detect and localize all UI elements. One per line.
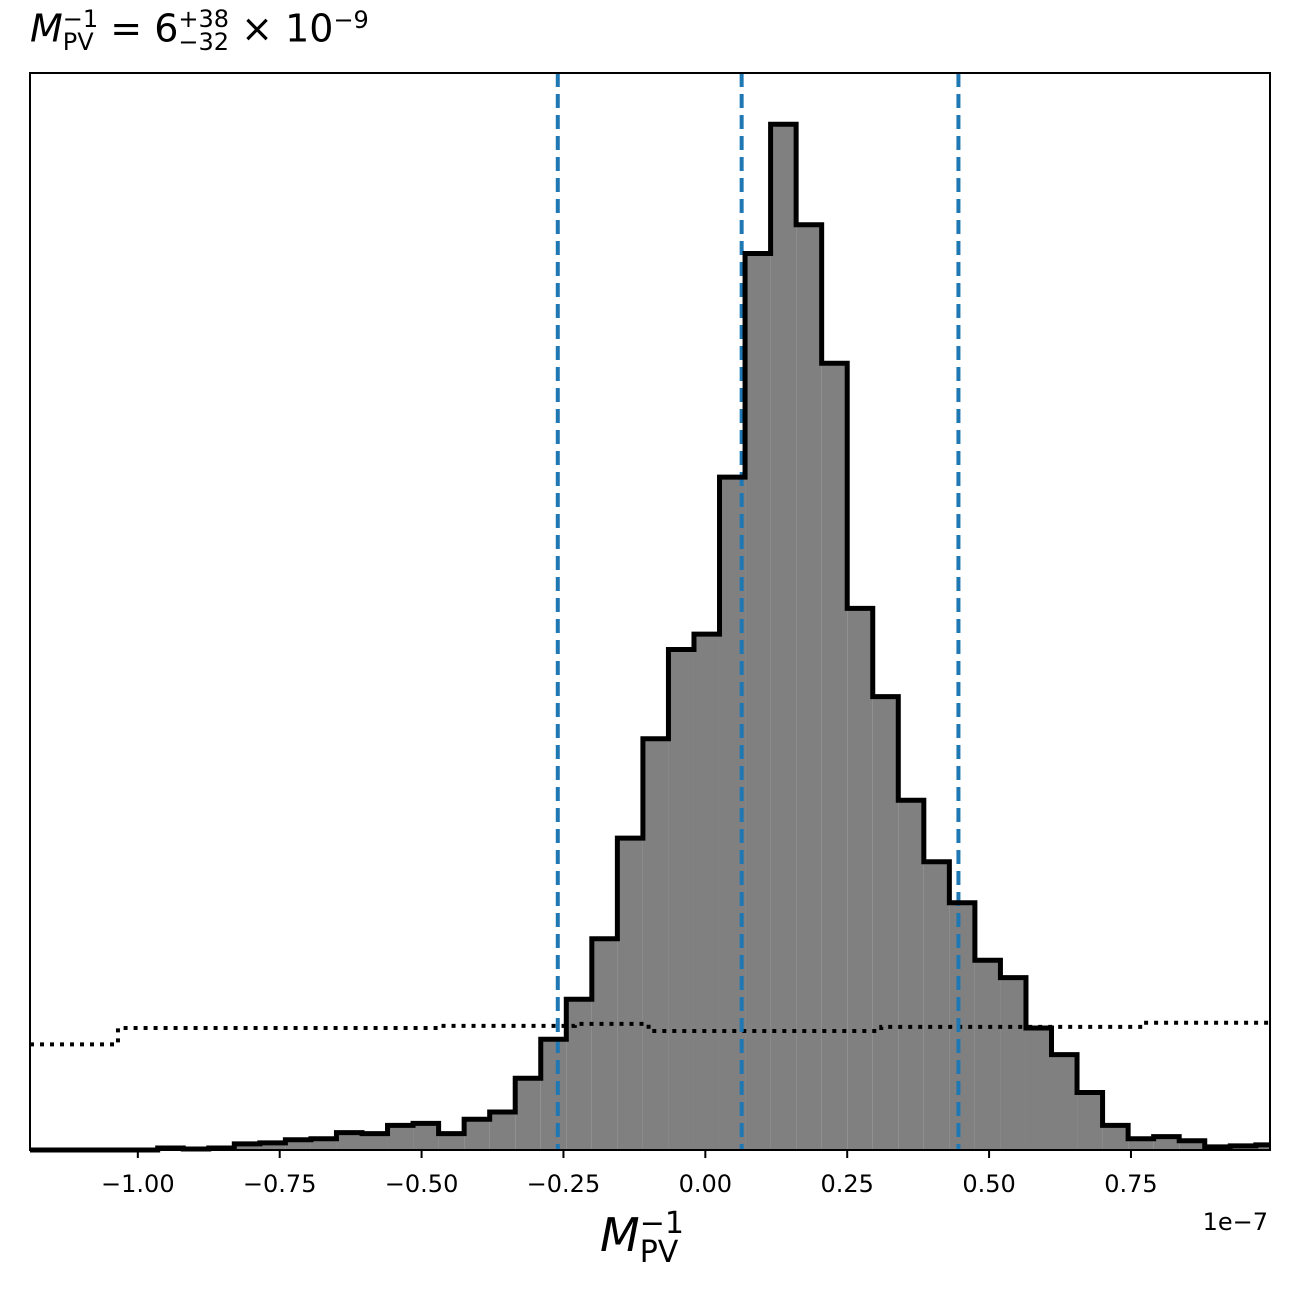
histogram-step-outline [30,121,1270,1153]
x-tick-label: −0.50 [385,1170,459,1198]
x-axis-label: M −1 PV [600,1208,684,1267]
title-median: 6 [154,6,179,51]
histogram-bars [157,124,1270,1151]
title-plus-error: +38 [178,5,230,34]
histogram-bar [693,634,720,1150]
histogram-outline [30,121,1270,1153]
histogram-bar [591,938,618,1150]
axes-frame [29,72,1271,1151]
x-tick-label: 0.25 [820,1170,873,1198]
histogram-bar [872,696,899,1150]
histogram-bar [974,960,1001,1150]
histogram-bar [387,1125,414,1150]
histogram-bar [234,1143,260,1150]
x-axis-ticks: −1.00 −0.75 −0.50 −0.25 0.00 0.25 0.50 0.75 [101,1150,1158,1198]
histogram-bar [285,1139,311,1150]
histogram-bar [413,1123,439,1150]
title-errors: +38 −32 [178,5,230,57]
histogram-bar [336,1132,362,1150]
title-times: × 10 [241,6,334,51]
xlabel-sub: PV [639,1234,679,1270]
title-symbol-scripts: −1 PV [62,5,99,57]
histogram-bar [515,1078,541,1150]
histogram-bar [745,253,771,1151]
histogram-bar [1051,1054,1078,1150]
title-minus-error: −32 [178,28,230,57]
histogram-bar [310,1138,337,1150]
title-equals: = [110,6,143,51]
histogram-bar [438,1133,465,1150]
x-tick-label: 0.50 [962,1170,1015,1198]
histogram-bar [1179,1140,1205,1150]
histogram-bar [540,1039,567,1150]
xlabel-sup: −1 [639,1206,684,1241]
histogram-bar [464,1119,490,1150]
histogram-bar [617,838,643,1150]
x-tick-label: −0.75 [243,1170,317,1198]
histogram-bar [1000,977,1026,1150]
title-symbol: M [30,6,63,51]
title-symbol-sup: −1 [62,5,99,34]
title-exponent: −9 [333,6,369,34]
prior-dotted-line [30,1020,1270,1047]
chart-title: M −1 PV = 6 +38 −32 × 10−9 [30,6,369,54]
x-tick-label: 0.00 [679,1170,732,1198]
histogram-bar [642,738,669,1150]
histogram-bar [1255,1144,1270,1150]
histogram-bar [821,363,848,1151]
x-tick-label: −0.25 [527,1170,601,1198]
x-tick-label: −1.00 [101,1170,175,1198]
histogram-bar [847,608,873,1150]
histogram-bar [898,800,924,1150]
histogram-bar [259,1142,286,1150]
histogram-bar [1102,1125,1129,1150]
x-axis-offset-text: 1e−7 [1203,1208,1268,1236]
histogram-bar [1077,1092,1103,1150]
histogram-bar [796,224,822,1150]
xlabel-symbol: M [600,1208,640,1262]
histogram-bar [1128,1138,1154,1150]
histogram-bar [361,1133,388,1150]
histogram-bar [668,649,694,1150]
title-symbol-sub: PV [62,28,94,57]
histogram-bar [566,999,592,1150]
histogram-bar [1025,1027,1052,1150]
histogram-bar [1153,1136,1180,1150]
histogram-bar [489,1112,516,1150]
quantile-lines [555,73,961,1150]
prior-curve [30,1020,1270,1047]
histogram-bar [923,861,950,1150]
x-tick-label: 0.75 [1104,1170,1157,1198]
histogram-bar [770,124,797,1150]
